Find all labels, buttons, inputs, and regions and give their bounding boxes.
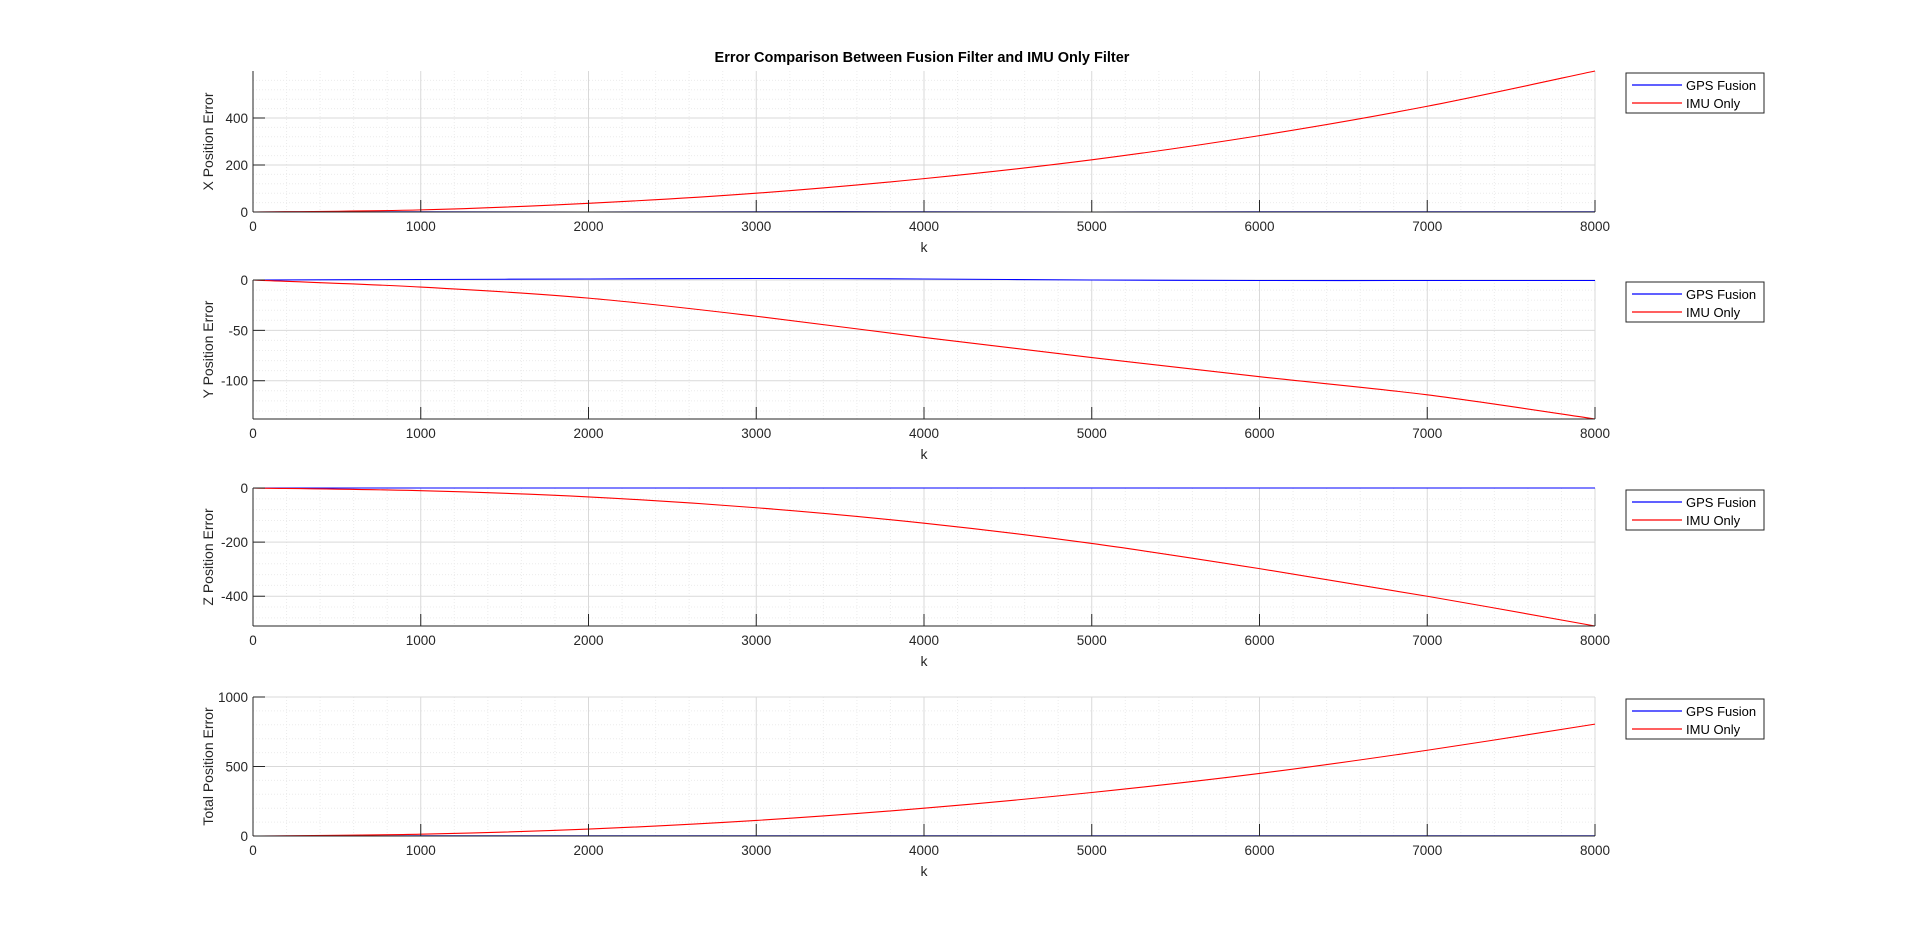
axes: 0 1000 2000 3000 4000 5000 6000 7000 8000 0 200 400 (225, 71, 1610, 234)
y-tick-label: 200 (225, 158, 248, 173)
legend-box (1625, 698, 1765, 740)
y-axis-label: Z Position Error (200, 508, 216, 606)
legend-label: GPS Fusion (1686, 287, 1756, 302)
legend-label: GPS Fusion (1686, 78, 1756, 93)
x-axis-label: k (921, 239, 929, 255)
series-line-gps-fusion (252, 277, 1595, 282)
legend: GPS Fusion IMU Only (1625, 72, 1765, 114)
minor-grid (253, 488, 1595, 626)
y-axis-label: Total Position Error (200, 707, 216, 826)
x-tick-label: 2000 (573, 843, 603, 858)
x-tick-label: 4000 (909, 219, 939, 234)
x-tick-label: 1000 (406, 843, 436, 858)
y-tick-label: -100 (221, 374, 248, 389)
series-line-imu-only (252, 70, 1596, 213)
x-tick-label: 2000 (573, 426, 603, 441)
legend-label: GPS Fusion (1686, 495, 1756, 510)
x-tick-label: 7000 (1412, 843, 1442, 858)
x-tick-label: 8000 (1580, 843, 1610, 858)
legend-label: GPS Fusion (1686, 704, 1756, 719)
figure-title: Error Comparison Between Fusion Filter a… (715, 50, 1130, 66)
x-tick-label: 6000 (1244, 426, 1274, 441)
x-tick-label: 2000 (573, 633, 603, 648)
x-tick-label: 6000 (1244, 843, 1274, 858)
subplot-1: 0 1000 2000 3000 4000 5000 6000 7000 8000 0 200 400… (200, 70, 1765, 255)
x-axis-label: k (921, 863, 929, 879)
y-tick-label: 400 (225, 111, 248, 126)
legend: GPS Fusion IMU Only (1625, 698, 1765, 740)
x-tick-label: 3000 (741, 843, 771, 858)
y-tick-label: 0 (240, 829, 248, 844)
legend-label: IMU Only (1686, 96, 1741, 111)
legend-box (1625, 72, 1765, 114)
legend-box (1625, 281, 1765, 323)
x-tick-label: 2000 (573, 219, 603, 234)
y-tick-label: 0 (240, 205, 248, 220)
y-tick-label: 500 (225, 760, 248, 775)
y-tick-label: 1000 (218, 690, 248, 705)
subplot-2: 0 1000 2000 3000 4000 5000 6000 7000 8000 -100 -50… (200, 273, 1765, 462)
x-tick-label: 3000 (741, 426, 771, 441)
x-tick-label: 4000 (909, 426, 939, 441)
x-tick-label: 6000 (1244, 219, 1274, 234)
x-tick-label: 8000 (1580, 633, 1610, 648)
x-tick-label: 5000 (1077, 843, 1107, 858)
subplot-4: 0 1000 2000 3000 4000 5000 6000 7000 8000 0 500 100… (200, 690, 1765, 879)
x-tick-label: 8000 (1580, 426, 1610, 441)
x-tick-label: 0 (249, 426, 257, 441)
x-tick-label: 3000 (741, 633, 771, 648)
series-line-imu-only (252, 723, 1596, 837)
x-tick-label: 0 (249, 633, 257, 648)
x-tick-label: 0 (249, 219, 257, 234)
x-tick-label: 1000 (406, 633, 436, 648)
axes: 0 1000 2000 3000 4000 5000 6000 7000 8000 0 500 100… (218, 690, 1610, 858)
y-axis-label: X Position Error (200, 92, 216, 190)
y-tick-label: -200 (221, 535, 248, 550)
legend-box (1625, 489, 1765, 531)
y-tick-label: 0 (240, 273, 248, 288)
x-axis-label: k (921, 653, 929, 669)
subplot-3: 0 1000 2000 3000 4000 5000 6000 7000 8000 -400 -20… (200, 481, 1765, 669)
series-line-imu-only (252, 279, 1596, 420)
x-tick-label: 3000 (741, 219, 771, 234)
legend-label: IMU Only (1686, 305, 1741, 320)
x-tick-label: 4000 (909, 633, 939, 648)
y-tick-label: -50 (228, 323, 248, 338)
axes: 0 1000 2000 3000 4000 5000 6000 7000 8000 -400 -20… (221, 481, 1610, 648)
legend: GPS Fusion IMU Only (1625, 489, 1765, 531)
x-tick-label: 8000 (1580, 219, 1610, 234)
y-tick-label: 0 (240, 481, 248, 496)
series-line-imu-only (252, 487, 1596, 627)
minor-grid (253, 71, 1595, 212)
legend: GPS Fusion IMU Only (1625, 281, 1765, 323)
x-tick-label: 6000 (1244, 633, 1274, 648)
x-tick-label: 0 (249, 843, 257, 858)
x-tick-label: 5000 (1077, 426, 1107, 441)
x-tick-label: 5000 (1077, 219, 1107, 234)
legend-label: IMU Only (1686, 722, 1741, 737)
x-tick-label: 7000 (1412, 633, 1442, 648)
x-tick-label: 4000 (909, 843, 939, 858)
y-axis-label: Y Position Error (200, 300, 216, 398)
x-tick-label: 7000 (1412, 219, 1442, 234)
x-axis-label: k (921, 446, 929, 462)
legend-label: IMU Only (1686, 513, 1741, 528)
axes: 0 1000 2000 3000 4000 5000 6000 7000 8000 -100 -50… (221, 273, 1610, 441)
y-tick-label: -400 (221, 589, 248, 604)
x-tick-label: 7000 (1412, 426, 1442, 441)
x-tick-label: 1000 (406, 426, 436, 441)
x-tick-label: 1000 (406, 219, 436, 234)
x-tick-label: 5000 (1077, 633, 1107, 648)
